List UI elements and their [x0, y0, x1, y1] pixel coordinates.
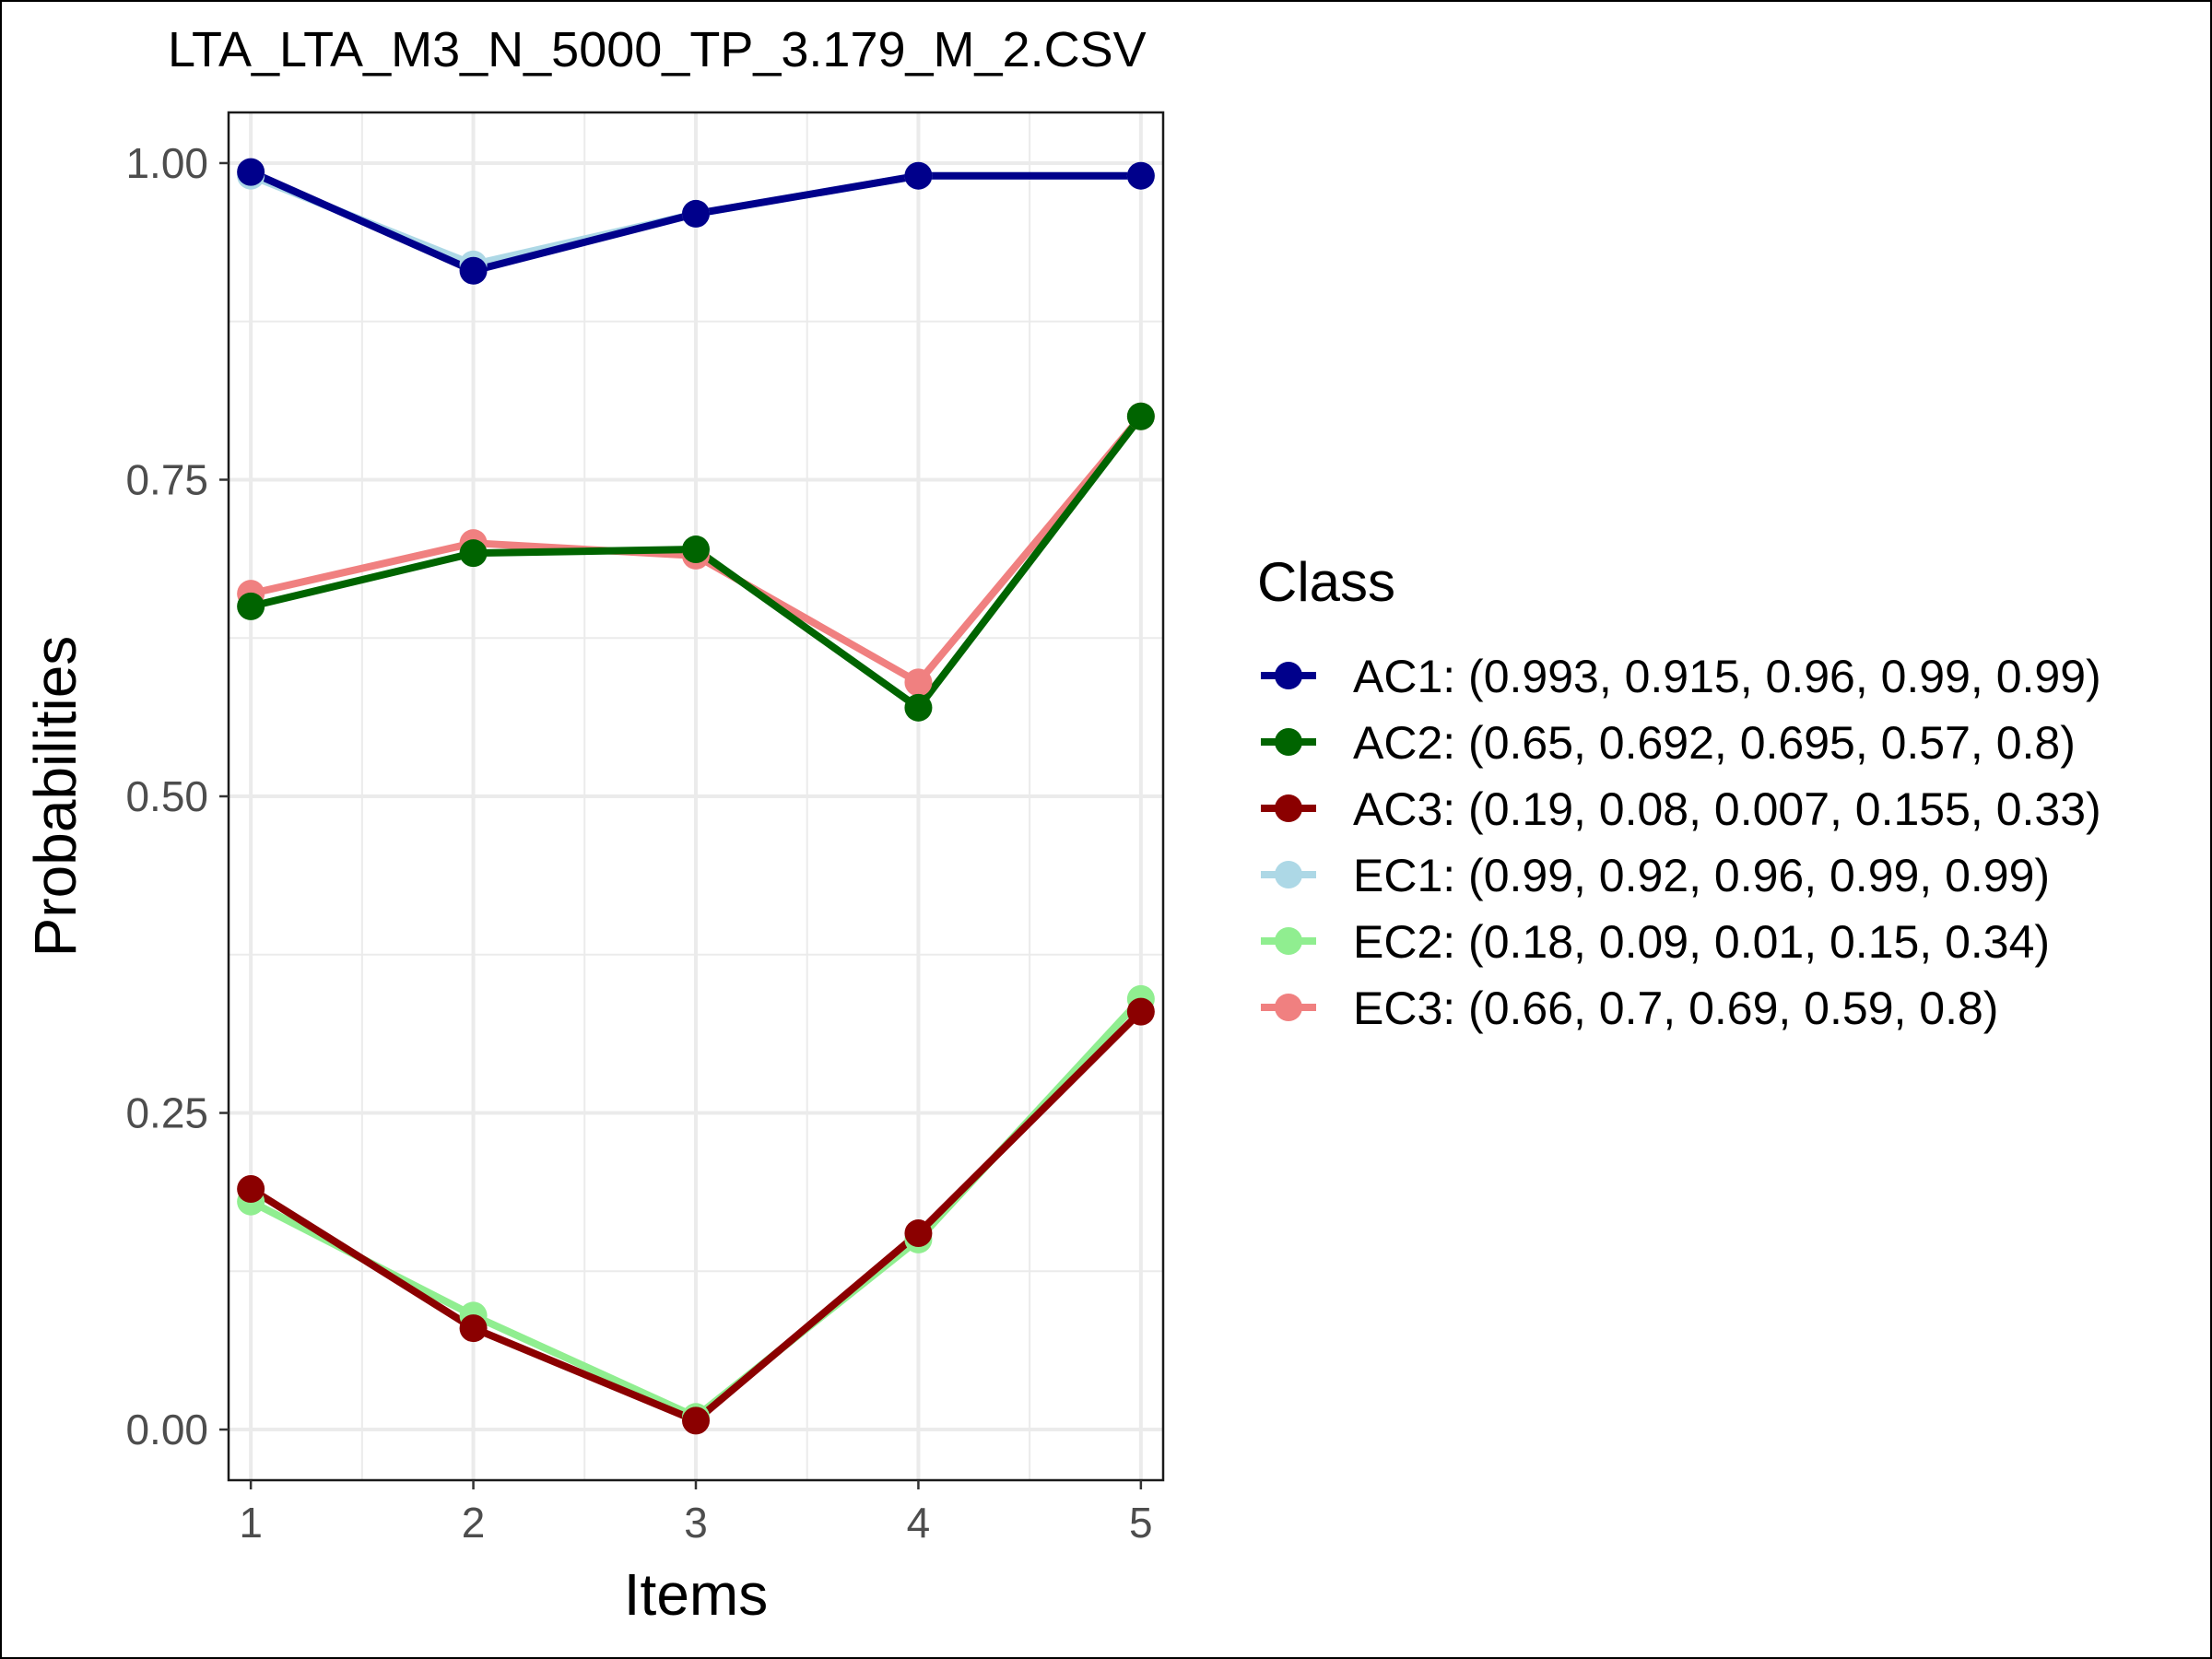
legend-item-ac1: AC1: (0.993, 0.915, 0.96, 0.99, 0.99) — [1261, 651, 2101, 702]
data-point-ac2 — [904, 693, 933, 722]
data-point-ac1 — [904, 161, 933, 190]
y-axis-title: Probabilities — [22, 636, 88, 958]
data-point-ac3 — [237, 1174, 265, 1203]
legend-key-point — [1275, 994, 1302, 1021]
data-point-ac2 — [1126, 402, 1155, 430]
x-tick-label: 3 — [684, 1499, 708, 1547]
legend-item-ac3: AC3: (0.19, 0.08, 0.007, 0.155, 0.33) — [1261, 783, 2101, 835]
y-tick-label: 0.75 — [125, 455, 208, 503]
x-axis-title: Items — [624, 1561, 768, 1628]
gridlines — [229, 112, 1163, 1480]
x-tick-label: 5 — [1129, 1499, 1153, 1547]
data-point-ac3 — [459, 1314, 488, 1343]
legend-label: AC3: (0.19, 0.08, 0.007, 0.155, 0.33) — [1353, 783, 2101, 835]
legend-item-ec3: EC3: (0.66, 0.7, 0.69, 0.59, 0.8) — [1261, 982, 1998, 1034]
y-tick-label: 0.50 — [125, 772, 208, 820]
legend-key-point — [1275, 728, 1302, 756]
x-tick-label: 4 — [907, 1499, 931, 1547]
data-point-ac3 — [682, 1406, 710, 1435]
legend: Class AC1: (0.993, 0.915, 0.96, 0.99, 0.… — [1257, 551, 2101, 1034]
legend-label: EC3: (0.66, 0.7, 0.69, 0.59, 0.8) — [1353, 982, 1998, 1034]
legend-label: EC1: (0.99, 0.92, 0.96, 0.99, 0.99) — [1353, 850, 2050, 901]
legend-label: AC2: (0.65, 0.692, 0.695, 0.57, 0.8) — [1353, 717, 2076, 769]
legend-item-ac2: AC2: (0.65, 0.692, 0.695, 0.57, 0.8) — [1261, 717, 2076, 769]
data-point-ac3 — [1126, 997, 1155, 1026]
legend-label: AC1: (0.993, 0.915, 0.96, 0.99, 0.99) — [1353, 651, 2101, 702]
legend-key-point — [1275, 927, 1302, 955]
data-point-ac2 — [237, 592, 265, 620]
legend-title: Class — [1257, 551, 1395, 613]
y-tick-label: 1.00 — [125, 139, 208, 187]
series-points — [237, 158, 1155, 1435]
y-tick-label: 0.25 — [125, 1089, 208, 1137]
data-point-ec3 — [904, 668, 933, 697]
data-point-ac3 — [904, 1219, 933, 1248]
data-point-ac1 — [459, 256, 488, 285]
y-tick-label: 0.00 — [125, 1406, 208, 1453]
legend-label: EC2: (0.18, 0.09, 0.01, 0.15, 0.34) — [1353, 916, 2050, 968]
legend-key-point — [1275, 662, 1302, 689]
data-point-ac1 — [1126, 161, 1155, 190]
legend-key-point — [1275, 794, 1302, 822]
x-tick-label: 1 — [239, 1499, 263, 1547]
legend-items: AC1: (0.993, 0.915, 0.96, 0.99, 0.99) AC2… — [1261, 651, 2101, 1034]
data-point-ac1 — [682, 199, 710, 228]
legend-item-ec2: EC2: (0.18, 0.09, 0.01, 0.15, 0.34) — [1261, 916, 2050, 968]
legend-item-ec1: EC1: (0.99, 0.92, 0.96, 0.99, 0.99) — [1261, 850, 2050, 901]
plot-panel — [227, 111, 1165, 1482]
y-axis-ticks: 0.00 0.25 0.50 0.75 1.00 — [125, 139, 229, 1453]
data-point-ac1 — [237, 158, 265, 186]
x-axis-ticks: 1 2 3 4 5 — [239, 1480, 1153, 1547]
x-tick-label: 2 — [462, 1499, 486, 1547]
chart-title: LTA_LTA_M3_N_5000_TP_3.179_M_2.CSV — [168, 22, 1147, 77]
legend-key-point — [1275, 861, 1302, 888]
data-point-ac2 — [682, 535, 710, 564]
data-point-ac2 — [459, 539, 488, 568]
